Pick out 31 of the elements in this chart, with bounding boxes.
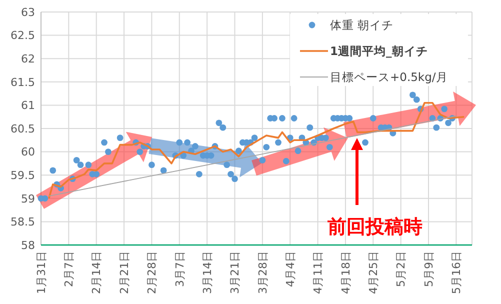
x-tick-label: 1月31日	[34, 251, 48, 294]
y-tick-label: 58.5	[10, 216, 35, 229]
annotation: 前回投稿時	[326, 216, 422, 238]
x-tick-label: 5月9日	[422, 251, 436, 287]
y-tick-label: 59	[21, 192, 35, 206]
x-tick-label: 3月14日	[200, 251, 214, 294]
y-tick-label: 59.5	[10, 168, 35, 182]
x-tick-label: 2月14日	[90, 251, 104, 294]
legend-label: 体重 朝イチ	[330, 18, 394, 32]
x-tick-label: 3月21日	[228, 251, 242, 294]
y-tick-label: 62.5	[10, 29, 35, 42]
x-tick-label: 2月28日	[146, 251, 159, 294]
x-tick-label: 2月21日	[118, 251, 131, 294]
y-tick-label: 61	[21, 99, 35, 112]
x-tick-label: 5月2日	[394, 251, 408, 287]
x-tick-label: 3月7日	[173, 251, 186, 287]
x-tick-label: 3月28日	[256, 251, 270, 294]
y-tick-label: 60	[21, 146, 35, 159]
y-tick-label: 58	[21, 238, 35, 252]
x-tick-label: 5月16日	[450, 251, 464, 294]
y-tick-label: 60.5	[10, 122, 35, 136]
y-tick-label: 62	[21, 52, 35, 66]
x-tick-label: 4月4日	[284, 251, 297, 287]
legend-label: 目標ペース+0.5kg/月	[330, 70, 448, 84]
x-tick-label: 4月11日	[312, 251, 325, 294]
x-tick-label: 2月7日	[62, 251, 76, 287]
legend-label: 1週間平均_朝イチ	[330, 44, 428, 58]
y-tick-label: 63	[21, 6, 35, 19]
x-tick-label: 4月25日	[366, 251, 380, 294]
y-tick-label: 61.5	[10, 76, 35, 89]
x-tick-label: 4月18日	[339, 251, 352, 294]
